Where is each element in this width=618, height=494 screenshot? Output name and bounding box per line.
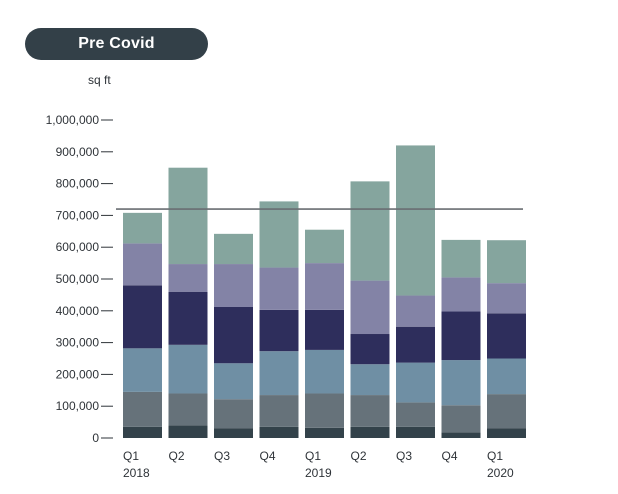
bar-segment-segment-1 [123,426,162,438]
bar-segment-segment-6 [305,229,344,264]
y-tick-label: 0 [92,431,99,445]
bar-segment-segment-3 [168,344,208,394]
bar-segment-segment-4 [441,311,481,361]
bar-segment-segment-5 [123,243,162,286]
bar-segment-segment-1 [441,432,481,438]
bar-segment-segment-2 [396,402,435,427]
bar-segment-segment-6 [396,145,435,296]
bar-segment-segment-1 [214,428,253,438]
bar-segment-segment-3 [123,348,162,392]
y-tick-label: 800,000 [56,177,100,191]
bar-segment-segment-5 [396,295,435,327]
bar-segment-segment-5 [259,267,299,310]
bar-segment-segment-2 [123,391,162,427]
y-tick-label: 600,000 [56,240,100,254]
y-tick-label: 700,000 [56,208,100,222]
bar-segment-segment-6 [441,239,481,278]
y-tick-label: 300,000 [56,336,100,350]
bar-segment-segment-4 [350,334,390,365]
bar-segment-segment-2 [214,399,253,429]
y-tick-label: 400,000 [56,304,100,318]
bar-segment-segment-5 [350,280,390,335]
y-tick-label: 900,000 [56,145,100,159]
bar-segment-segment-3 [396,362,435,403]
bar-segment-segment-4 [487,313,526,359]
bar-segment-segment-4 [123,285,162,349]
bar-segment-segment-4 [214,306,253,364]
bar-segment-segment-3 [487,358,526,395]
pre-covid-label: Pre Covid [25,28,208,60]
y-tick-label: 100,000 [56,399,100,413]
bar-segment-segment-1 [305,427,344,438]
bar-segment-segment-4 [259,309,299,352]
y-tick-label: 500,000 [56,272,100,286]
bar-segment-segment-6 [350,181,390,281]
bar-segment-segment-3 [441,360,481,406]
x-tick-label-year: 2018 [123,466,150,480]
bar-segment-segment-3 [350,364,390,396]
bar-segment-segment-2 [305,393,344,428]
bar-segment-segment-6 [487,240,526,284]
bar-segment-segment-3 [214,363,253,400]
x-tick-label: Q1 [305,449,321,463]
bar-segment-segment-5 [305,263,344,310]
x-tick-label: Q3 [214,449,230,463]
bar-segment-segment-4 [305,309,344,350]
bar-segment-segment-1 [396,426,435,438]
x-tick-label: Q2 [351,449,367,463]
x-tick-label-year: 2020 [487,466,514,480]
y-axis-unit-label: sq ft [88,73,111,87]
bar-segment-segment-1 [168,425,208,438]
bar-segment-segment-1 [259,426,299,438]
bar-segment-segment-2 [168,393,208,426]
bar-segment-segment-6 [214,233,253,265]
bar-segment-segment-2 [259,395,299,427]
bar-segment-segment-3 [259,351,299,396]
x-tick-label: Q1 [487,449,503,463]
bar-segment-segment-6 [123,212,162,244]
bar-segment-segment-2 [487,394,526,429]
bar-segment-segment-3 [305,349,344,394]
bar-segment-segment-1 [487,428,526,438]
x-tick-label-year: 2019 [305,466,332,480]
x-tick-label: Q2 [169,449,185,463]
bar-segment-segment-5 [214,264,253,307]
bar-segment-segment-6 [259,201,299,268]
bar-segment-segment-2 [441,405,481,433]
bar-segment-segment-4 [396,326,435,363]
x-tick-label: Q1 [123,449,139,463]
bar-segment-segment-6 [168,167,208,265]
y-tick-label: 200,000 [56,367,100,381]
bar-segment-segment-5 [441,277,481,312]
bar-segment-segment-4 [168,291,208,345]
x-tick-label: Q3 [396,449,412,463]
bar-segment-segment-2 [350,395,390,427]
x-tick-label: Q4 [260,449,276,463]
bar-segment-segment-5 [168,264,208,292]
bar-segment-segment-5 [487,283,526,314]
y-tick-label: 1,000,000 [46,113,100,127]
x-tick-label: Q4 [442,449,458,463]
bar-segment-segment-1 [350,426,390,438]
